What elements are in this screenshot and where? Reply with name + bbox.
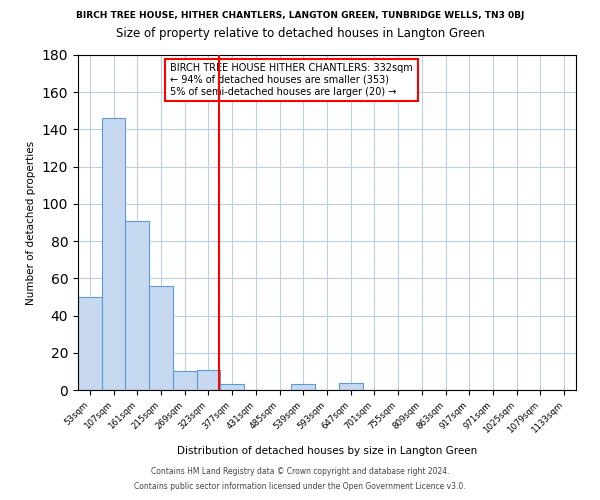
X-axis label: Distribution of detached houses by size in Langton Green: Distribution of detached houses by size … — [177, 446, 477, 456]
Bar — [339, 382, 362, 390]
Text: Contains public sector information licensed under the Open Government Licence v3: Contains public sector information licen… — [134, 482, 466, 491]
Text: Size of property relative to detached houses in Langton Green: Size of property relative to detached ho… — [116, 28, 484, 40]
Y-axis label: Number of detached properties: Number of detached properties — [26, 140, 36, 304]
Bar — [78, 297, 102, 390]
Bar — [125, 220, 149, 390]
Bar — [102, 118, 125, 390]
Bar — [220, 384, 244, 390]
Text: BIRCH TREE HOUSE HITHER CHANTLERS: 332sqm
← 94% of detached houses are smaller (: BIRCH TREE HOUSE HITHER CHANTLERS: 332sq… — [170, 64, 413, 96]
Text: BIRCH TREE HOUSE, HITHER CHANTLERS, LANGTON GREEN, TUNBRIDGE WELLS, TN3 0BJ: BIRCH TREE HOUSE, HITHER CHANTLERS, LANG… — [76, 11, 524, 20]
Bar — [173, 372, 197, 390]
Bar — [149, 286, 173, 390]
Bar — [197, 370, 220, 390]
Text: Contains HM Land Registry data © Crown copyright and database right 2024.: Contains HM Land Registry data © Crown c… — [151, 467, 449, 476]
Bar — [292, 384, 315, 390]
